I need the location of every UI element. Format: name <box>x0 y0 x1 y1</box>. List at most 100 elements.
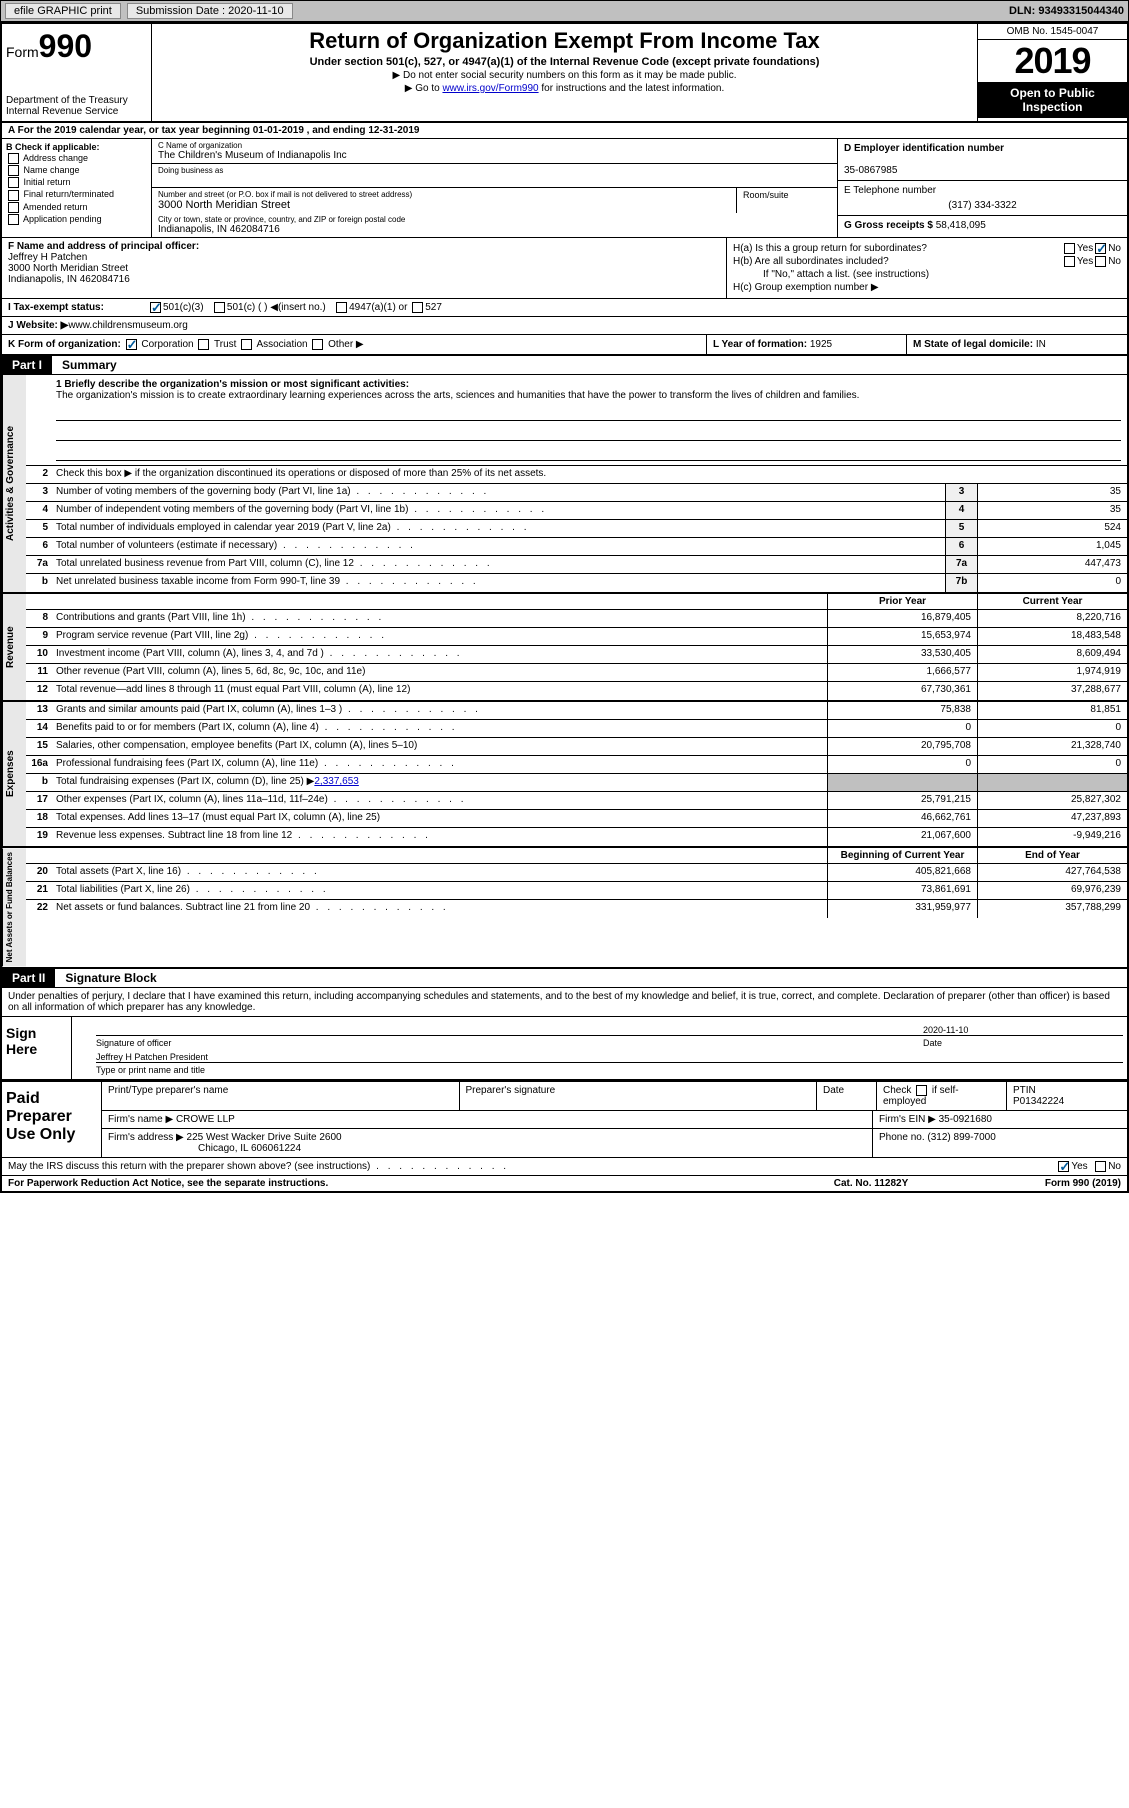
form-number: Form990 <box>6 28 147 65</box>
cb-corp[interactable] <box>126 339 137 350</box>
m-label: M State of legal domicile: <box>913 339 1033 350</box>
m-value: IN <box>1036 339 1046 350</box>
cb-self-employed[interactable] <box>916 1085 927 1096</box>
discuss-row: May the IRS discuss this return with the… <box>2 1158 1127 1176</box>
l12-current: 37,288,677 <box>977 682 1127 700</box>
ein-label: D Employer identification number <box>844 143 1004 154</box>
l22-begin: 331,959,977 <box>827 900 977 918</box>
firm-ein: Firm's EIN ▶ 35-0921680 <box>873 1111 1127 1128</box>
city-value: Indianapolis, IN 462084716 <box>158 224 831 235</box>
cb-501c3[interactable] <box>150 302 161 313</box>
line-18: 18Total expenses. Add lines 13–17 (must … <box>26 810 1127 828</box>
line-13: 13Grants and similar amounts paid (Part … <box>26 702 1127 720</box>
cb-501c[interactable] <box>214 302 225 313</box>
l21-desc: Total liabilities (Part X, line 26) <box>52 882 827 899</box>
submission-date-button[interactable]: Submission Date : 2020-11-10 <box>127 3 293 19</box>
cb-assoc[interactable] <box>241 339 252 350</box>
paperwork-notice: For Paperwork Reduction Act Notice, see … <box>8 1178 771 1189</box>
mission-q: 1 Briefly describe the organization's mi… <box>56 379 409 390</box>
prep-ptin: PTIN P01342224 <box>1007 1082 1127 1110</box>
cb-final-return[interactable]: Final return/terminated <box>6 189 147 200</box>
discuss-no-cb[interactable] <box>1095 1161 1106 1172</box>
part2-header: Part II Signature Block <box>2 969 1127 988</box>
sig-date-cap: Date <box>923 1038 1123 1048</box>
opt-corp: Corporation <box>141 339 193 350</box>
ha-yes-cb[interactable] <box>1064 243 1075 254</box>
officer-name: Jeffrey H Patchen <box>8 252 87 263</box>
hb-no-cb[interactable] <box>1095 256 1106 267</box>
preparer-label: Paid Preparer Use Only <box>2 1082 102 1157</box>
l12-desc: Total revenue—add lines 8 through 11 (mu… <box>52 682 827 700</box>
cb-4947[interactable] <box>336 302 347 313</box>
vlabel-revenue: Revenue <box>2 594 26 700</box>
hb-note: If "No," attach a list. (see instruction… <box>733 269 1121 280</box>
row-klm: K Form of organization: Corporation Trus… <box>2 335 1127 356</box>
cb-app-pending[interactable]: Application pending <box>6 214 147 225</box>
tax-year: 2019 <box>978 40 1127 82</box>
line-6: 6Total number of volunteers (estimate if… <box>26 538 1127 556</box>
sig-cap-1: Signature of officer Date <box>96 1038 1123 1048</box>
ha-no-cb[interactable] <box>1095 243 1106 254</box>
inspection-1: Open to Public <box>1010 86 1095 100</box>
vlabel-governance: Activities & Governance <box>2 375 26 592</box>
street-label: Number and street (or P.O. box if mail i… <box>158 190 730 199</box>
blank-line <box>56 407 1121 421</box>
cb-amended[interactable]: Amended return <box>6 202 147 213</box>
l22-desc: Net assets or fund balances. Subtract li… <box>52 900 827 918</box>
l14-desc: Benefits paid to or for members (Part IX… <box>52 720 827 737</box>
opt-assoc: Association <box>256 339 307 350</box>
line-19: 19Revenue less expenses. Subtract line 1… <box>26 828 1127 846</box>
hb-text: H(b) Are all subordinates included? <box>733 256 1062 267</box>
line7a-val: 447,473 <box>977 556 1127 573</box>
rev-headers: Prior Year Current Year <box>26 594 1127 610</box>
signature-section: Under penalties of perjury, I declare th… <box>2 988 1127 1082</box>
cb-name-change[interactable]: Name change <box>6 165 147 176</box>
cb-trust[interactable] <box>198 339 209 350</box>
hb-yes-cb[interactable] <box>1064 256 1075 267</box>
l-label: L Year of formation: <box>713 339 807 350</box>
l16b-pre: Total fundraising expenses (Part IX, col… <box>56 776 314 787</box>
l18-desc: Total expenses. Add lines 13–17 (must eq… <box>52 810 827 827</box>
firm-phone: Phone no. (312) 899-7000 <box>873 1129 1127 1157</box>
firm-addr: Firm's address ▶ 225 West Wacker Drive S… <box>102 1129 873 1157</box>
firm-addr-label: Firm's address ▶ <box>108 1132 184 1143</box>
instruct-pre: ▶ Go to <box>405 83 443 94</box>
cb-other[interactable] <box>312 339 323 350</box>
cb-initial-return[interactable]: Initial return <box>6 177 147 188</box>
ptin-label: PTIN <box>1013 1085 1036 1096</box>
line-9: 9Program service revenue (Part VIII, lin… <box>26 628 1127 646</box>
line-2: 2 Check this box ▶ if the organization d… <box>26 466 1127 484</box>
form-title: Return of Organization Exempt From Incom… <box>160 28 969 54</box>
section-net-assets: Net Assets or Fund Balances Beginning of… <box>2 848 1127 968</box>
street-cell: Number and street (or P.O. box if mail i… <box>152 188 737 213</box>
line6-val: 1,045 <box>977 538 1127 555</box>
l-value: 1925 <box>810 339 832 350</box>
firm-phone-value: (312) 899-7000 <box>927 1132 995 1143</box>
discuss-yes-cb[interactable] <box>1058 1161 1069 1172</box>
opt-trust: Trust <box>214 339 236 350</box>
line-14: 14Benefits paid to or for members (Part … <box>26 720 1127 738</box>
efile-print-button[interactable]: efile GRAPHIC print <box>5 3 121 19</box>
l17-prior: 25,791,215 <box>827 792 977 809</box>
l19-prior: 21,067,600 <box>827 828 977 846</box>
part1-header: Part I Summary <box>2 356 1127 375</box>
firm-ein-label: Firm's EIN ▶ <box>879 1114 936 1125</box>
cb-label: Application pending <box>23 214 102 224</box>
l20-desc: Total assets (Part X, line 16) <box>52 864 827 881</box>
cb-label: Name change <box>24 165 80 175</box>
tax-status-label: I Tax-exempt status: <box>8 302 148 313</box>
vlabel-net: Net Assets or Fund Balances <box>2 848 26 966</box>
yes-label: Yes <box>1077 256 1093 267</box>
no-label: No <box>1108 243 1121 254</box>
irs-link[interactable]: www.irs.gov/Form990 <box>442 83 538 94</box>
l15-prior: 20,795,708 <box>827 738 977 755</box>
room-cell: Room/suite <box>737 188 837 213</box>
line3-desc: Number of voting members of the governin… <box>52 484 945 501</box>
section-fh: F Name and address of principal officer:… <box>2 238 1127 299</box>
yes-label: Yes <box>1077 243 1093 254</box>
blank-line <box>56 447 1121 461</box>
cb-527[interactable] <box>412 302 423 313</box>
cb-address-change[interactable]: Address change <box>6 153 147 164</box>
l15-current: 21,328,740 <box>977 738 1127 755</box>
firm-addr-1: 225 West Wacker Drive Suite 2600 <box>187 1132 342 1143</box>
